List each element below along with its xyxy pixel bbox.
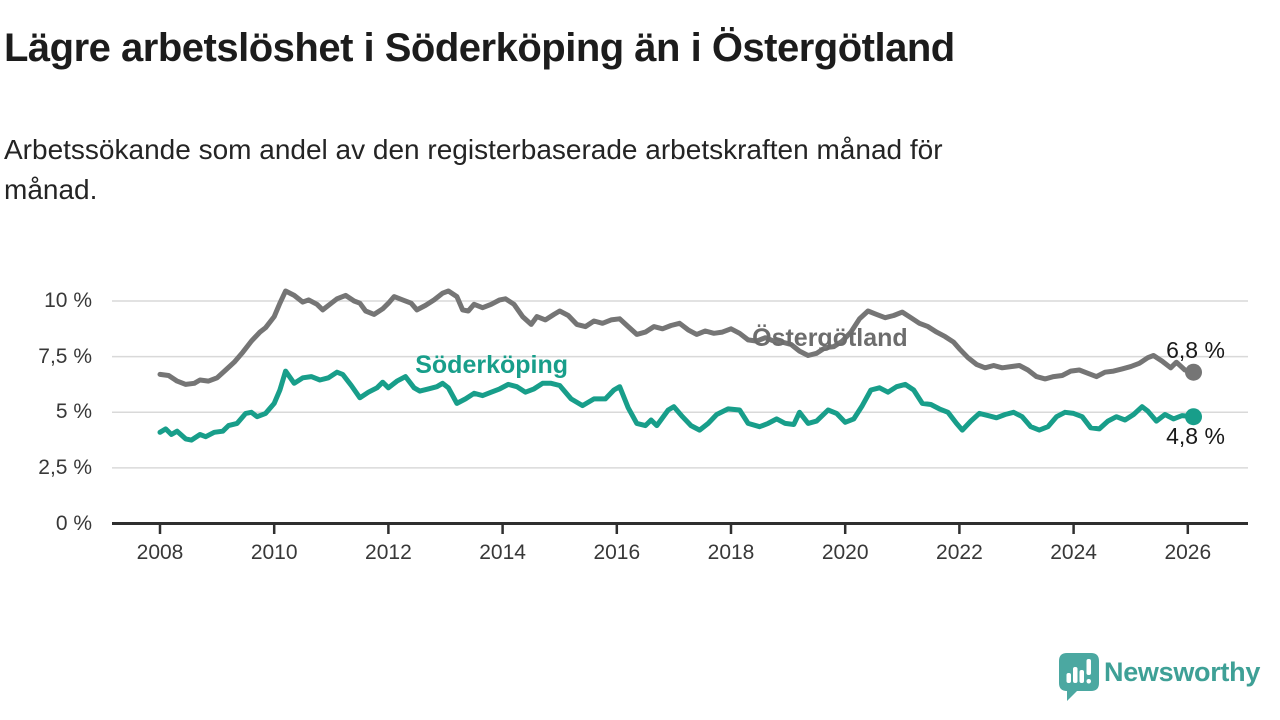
newsworthy-speech-bubble-bar-chart-icon bbox=[1059, 653, 1099, 701]
newsworthy-wordmark: Newsworthy bbox=[1104, 657, 1261, 687]
chart-title: Lägre arbetslöshet i Söderköping än i Ös… bbox=[4, 26, 955, 70]
chart-subtitle: Arbetssökande som andel av den registerb… bbox=[4, 130, 1204, 210]
series-line-soderkoping bbox=[157, 368, 1196, 443]
series-end-dot-ostergotland bbox=[1185, 363, 1203, 381]
chart-subtitle-line2: månad. bbox=[4, 174, 98, 205]
series-end-dot-soderkoping bbox=[1185, 408, 1203, 426]
newsworthy-brand: Newsworthy bbox=[1056, 650, 1276, 706]
chart-subtitle-line1: Arbetssökande som andel av den registerb… bbox=[4, 134, 943, 165]
series-line-ostergotland bbox=[157, 288, 1196, 387]
